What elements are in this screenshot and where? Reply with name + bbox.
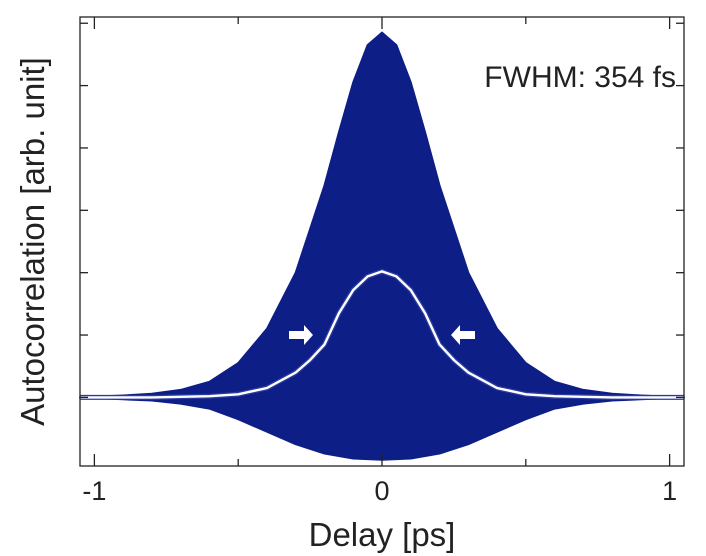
x-axis-title: Delay [ps] <box>309 516 456 553</box>
axes: -1 0 1 <box>79 16 685 506</box>
plot-area <box>79 31 685 461</box>
fwhm-annotation: FWHM: 354 fs <box>484 61 676 94</box>
y-axis-title: Autocorrelation [arb. unit] <box>14 57 51 426</box>
x-tick-label: 1 <box>662 476 677 506</box>
fwhm-arrow-right <box>289 325 313 345</box>
x-tick-label: 0 <box>374 476 389 506</box>
x-tick-label: -1 <box>82 476 106 506</box>
fwhm-arrow-left <box>451 325 475 345</box>
fit-curve <box>80 270 684 399</box>
fringe-envelope-area <box>79 31 685 461</box>
